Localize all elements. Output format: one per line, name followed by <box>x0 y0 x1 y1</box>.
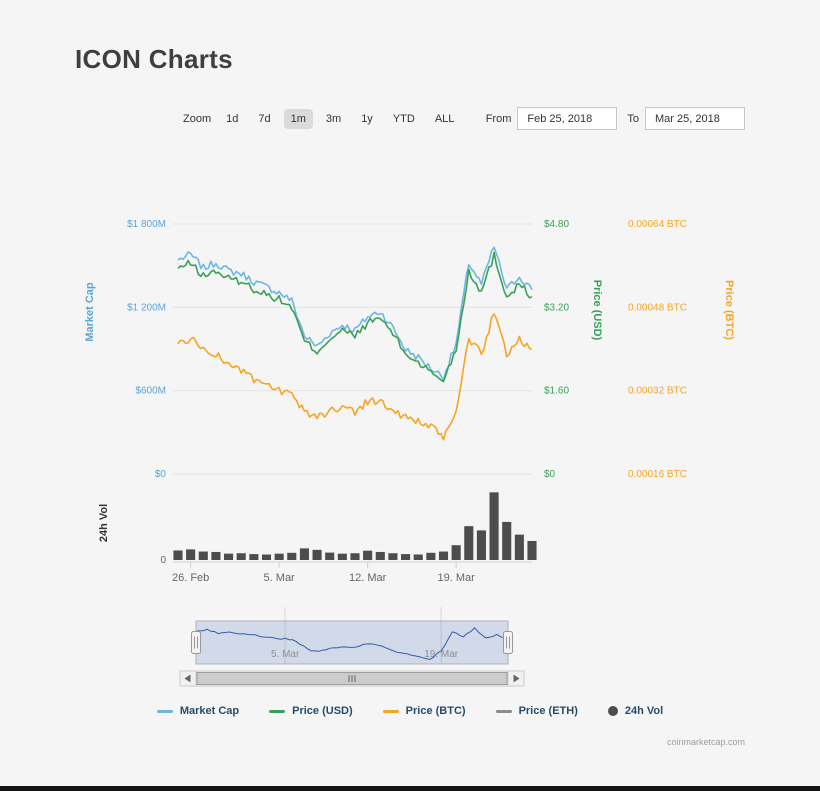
legend-item-24h-vol[interactable]: 24h Vol <box>607 705 664 717</box>
volume-bar <box>211 551 221 560</box>
navigator-handle-right[interactable] <box>503 631 513 654</box>
series-line-price-usd <box>177 251 533 383</box>
volume-bar <box>438 551 449 560</box>
range-button-7d[interactable]: 7d <box>258 112 271 125</box>
navigator-handle-left[interactable] <box>191 631 201 654</box>
navigator-label: 19. Mar <box>424 649 459 660</box>
x-axis-label: 19. Mar <box>437 572 475 584</box>
volume-circle-marker <box>607 706 618 716</box>
volume-bar <box>287 552 297 560</box>
series-line-market-cap <box>177 246 533 382</box>
navigator-selection <box>196 621 508 664</box>
from-label: From <box>485 112 512 125</box>
price-usd-tick-label: $3.20 <box>544 302 569 313</box>
navigator-series-line <box>195 627 509 660</box>
price-usd-tick-label: $0 <box>544 469 556 480</box>
volume-bar <box>476 530 486 560</box>
range-button-all[interactable]: ALL <box>434 112 455 125</box>
volume-bar <box>363 550 373 560</box>
to-label: To <box>627 112 639 125</box>
volume-bar <box>173 550 183 560</box>
chart-legend: Market Cap Price (USD) Price (BTC) Price… <box>0 705 820 717</box>
volume-bar <box>426 552 436 560</box>
range-button-1y[interactable]: 1y <box>361 112 373 125</box>
volume-bar <box>299 548 309 560</box>
zoom-label: Zoom <box>183 112 212 125</box>
x-axis-label: 5. Mar <box>264 572 296 584</box>
date-from-input[interactable] <box>517 107 618 130</box>
market-cap-tick-label: $1 200M <box>127 302 166 313</box>
volume-bar <box>514 534 524 560</box>
volume-bar <box>489 492 499 560</box>
watermark: coinmarketcap.com <box>666 737 745 747</box>
legend-label: Price (USD) <box>292 705 353 717</box>
price-btc-tick-label: 0.00048 BTC <box>628 302 687 313</box>
legend-item-price-usd[interactable]: Price (USD) <box>269 705 353 717</box>
range-toolbar: Zoom 1d 7d 1m 3m 1y YTD ALL From To <box>183 107 745 130</box>
legend-label: Price (BTC) <box>405 705 466 717</box>
volume-bar <box>350 553 360 560</box>
price-eth-line-marker <box>495 709 512 713</box>
price-usd-tick-label: $4.80 <box>544 219 569 230</box>
bottom-bar <box>0 786 820 791</box>
range-button-3m[interactable]: 3m <box>325 112 342 125</box>
legend-item-market-cap[interactable]: Market Cap <box>156 705 240 717</box>
range-button-1d[interactable]: 1d <box>226 112 239 125</box>
x-axis-label: 26. Feb <box>172 572 209 584</box>
volume-tick-label: 0 <box>160 555 166 566</box>
market-cap-tick-label: $0 <box>155 469 167 480</box>
legend-label: Market Cap <box>179 705 240 717</box>
x-axis-label: 12. Mar <box>349 572 387 584</box>
volume-bar <box>236 553 246 560</box>
navigator-label: 5. Mar <box>271 649 300 660</box>
price-btc-tick-label: 0.00016 BTC <box>628 469 687 480</box>
price-btc-tick-label: 0.00032 BTC <box>628 386 687 397</box>
volume-bar <box>401 554 411 560</box>
price-usd-tick-label: $1.60 <box>544 386 569 397</box>
legend-label: Price (ETH) <box>518 705 578 717</box>
volume-bar <box>464 526 474 560</box>
range-button-1m[interactable]: 1m <box>283 108 313 129</box>
volume-bar <box>451 545 461 560</box>
date-to-input[interactable] <box>645 107 745 130</box>
volume-bar <box>527 540 537 560</box>
volume-bar <box>375 551 385 560</box>
price-btc-tick-label: 0.00064 BTC <box>628 219 687 230</box>
price-usd-line-marker <box>269 709 286 713</box>
volume-bar <box>198 551 208 560</box>
volume-bar <box>186 549 196 560</box>
legend-item-price-eth[interactable]: Price (ETH) <box>495 705 578 717</box>
price-btc-line-marker <box>382 709 399 713</box>
scrollbar-arrow-right-icon <box>513 674 520 683</box>
series-line-price-btc <box>177 313 533 441</box>
legend-item-price-btc[interactable]: Price (BTC) <box>382 705 466 717</box>
market-cap-line-marker <box>156 709 173 713</box>
range-button-ytd[interactable]: YTD <box>392 112 415 125</box>
volume-bar <box>388 553 398 560</box>
volume-bar <box>325 552 335 560</box>
page-title: ICON Charts <box>75 44 233 74</box>
volume-bar <box>312 549 322 560</box>
volume-bar <box>224 553 234 560</box>
legend-label: 24h Vol <box>624 705 664 717</box>
volume-bar <box>413 554 423 560</box>
volume-bar <box>274 553 284 560</box>
market-cap-tick-label: $1 800M <box>127 219 166 230</box>
volume-bar <box>337 553 347 560</box>
scrollbar-arrow-left-icon <box>184 674 191 683</box>
market-cap-tick-label: $600M <box>135 386 166 397</box>
volume-bar <box>261 554 272 560</box>
volume-bar <box>249 554 259 560</box>
volume-bar <box>502 521 512 560</box>
